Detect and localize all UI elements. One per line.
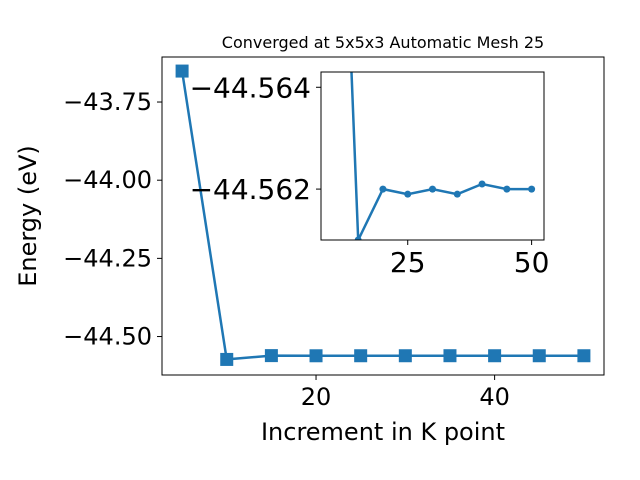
data-point: [398, 349, 412, 363]
inset-data-point: [429, 185, 436, 193]
inset-data-point: [354, 236, 362, 240]
data-point: [577, 349, 591, 363]
data-point: [175, 64, 189, 78]
inset-plot: 25 50 −44.564 −44.562: [190, 71, 550, 279]
inset-y-tick-label: −44.564: [190, 71, 311, 104]
data-point: [443, 349, 457, 363]
y-axis-label: Energy (eV): [14, 145, 42, 287]
y-tick-label: −43.75: [63, 88, 152, 116]
data-point: [532, 349, 546, 363]
data-point: [309, 349, 323, 363]
inset-x-tick-label: 25: [390, 246, 426, 279]
data-point: [220, 352, 234, 366]
x-tick-label: 40: [479, 383, 510, 411]
chart-title: Converged at 5x5x3 Automatic Mesh 25: [222, 33, 544, 52]
data-point: [264, 349, 278, 363]
inset-data-point: [478, 180, 486, 188]
main-plot: 20 40 −43.75 −44.00 −44.25 −44.50 Converged a…: [14, 33, 605, 446]
inset-x-tick-label: 50: [514, 246, 550, 279]
y-tick-label: −44.25: [63, 244, 152, 272]
inset-data-point: [453, 190, 461, 198]
main-ticks: 20 40 −43.75 −44.00 −44.25 −44.50: [63, 88, 510, 411]
inset-frame: [320, 71, 545, 241]
x-axis-label: Increment in K point: [261, 418, 505, 446]
inset-ticks: 25 50 −44.564 −44.562: [190, 71, 550, 279]
main-plot-frame: [161, 56, 605, 376]
data-point: [354, 349, 368, 363]
main-series: [175, 64, 591, 366]
inset-data-point: [404, 190, 412, 198]
inset-y-tick-label: −44.562: [190, 173, 311, 206]
inset-data-point: [503, 185, 511, 193]
data-point: [488, 349, 502, 363]
y-tick-label: −44.50: [63, 323, 152, 351]
series-line: [180, 70, 584, 361]
inset-data-point: [528, 185, 536, 193]
inset-data-point: [379, 185, 387, 193]
inset-series-clip: [350, 72, 536, 240]
x-tick-label: 20: [301, 383, 332, 411]
inset-series: [350, 72, 536, 240]
y-tick-label: −44.00: [63, 166, 152, 194]
